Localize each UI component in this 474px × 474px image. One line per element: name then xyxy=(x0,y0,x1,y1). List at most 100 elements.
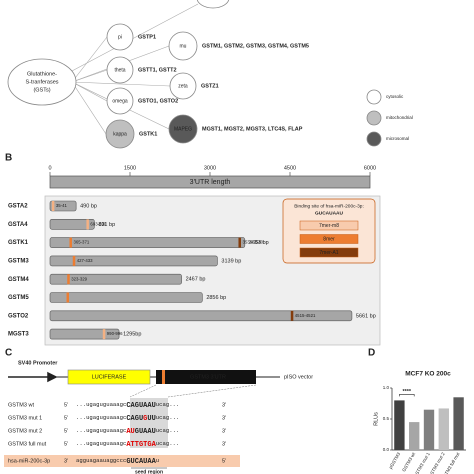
chart-title: MCF7 KO 200c xyxy=(405,371,451,378)
panel-label: B xyxy=(5,153,12,164)
class-circle xyxy=(106,87,134,115)
class-circle xyxy=(168,114,198,144)
sequence-part: G xyxy=(143,415,147,423)
sequence-part: ...ugaguguaaagc xyxy=(76,427,126,434)
class-genes: MGST1, MGST2, MGST3, LTC4S, FLAP xyxy=(202,126,303,132)
binding-site xyxy=(67,274,70,285)
utr-bar xyxy=(49,200,77,212)
legend-swatch xyxy=(366,110,382,126)
class-circle xyxy=(105,119,135,149)
binding-site xyxy=(238,237,241,248)
binding-site xyxy=(51,201,55,211)
class-circle xyxy=(106,56,134,84)
legend-swatch xyxy=(366,131,382,147)
sequence-part: CAGU xyxy=(126,415,143,423)
luciferase-label: LUCIFERASE xyxy=(92,374,127,380)
strand-end: 5' xyxy=(222,458,226,464)
sequence-part: ATTGTGA xyxy=(126,441,156,449)
y-axis-label: RLUs xyxy=(373,412,379,426)
gene-name: GSTM5 xyxy=(8,295,29,301)
promoter-label: SV40 Promoter xyxy=(18,360,58,366)
utr-length-label: 5661 bp xyxy=(356,313,376,319)
sequence-name: GSTM3 mut 1 xyxy=(8,415,42,421)
gene-name: GSTO2 xyxy=(8,313,29,319)
strand-end: 5' xyxy=(64,402,68,408)
sequence-part: UU xyxy=(147,415,155,423)
utr-length-label: 831 bp xyxy=(98,222,115,228)
gene-name: GSTA4 xyxy=(8,222,28,228)
tree-line xyxy=(71,81,171,87)
sequence-name: hsa-miR-200c-3p xyxy=(8,458,50,464)
class-name: pi xyxy=(118,34,122,40)
binding-site xyxy=(290,310,294,321)
legend-label: 7mer-A1 xyxy=(319,250,338,256)
panel-label: C xyxy=(5,348,12,359)
class-genes: GSTP1 xyxy=(138,34,156,40)
strand-end: 3' xyxy=(64,458,68,464)
utr-label: GSTM3 3'UTR xyxy=(190,374,226,380)
axis-label: 3'UTR length xyxy=(190,179,231,186)
strand-end: 3' xyxy=(222,428,226,434)
class-name: MAPEG xyxy=(174,126,192,132)
utr-length-label: 3139 bp xyxy=(221,258,241,264)
tick-label: 1500 xyxy=(124,165,136,171)
legend-swatch xyxy=(299,247,359,258)
utr-box xyxy=(156,370,256,384)
sequence: ...ugaguguaaagcCAGUGUUucag... xyxy=(76,414,179,422)
binding-site-label: 427-433 xyxy=(77,258,93,263)
significance-bracket xyxy=(399,394,415,397)
x-tick-label: GSTM3 wt xyxy=(401,451,416,473)
legend-swatch xyxy=(366,89,382,105)
binding-site xyxy=(66,292,70,303)
sequence-part: ...ugaguguaaagc xyxy=(76,414,126,421)
strand-end: 5' xyxy=(64,428,68,434)
legend-label: cytosolic xyxy=(386,94,404,99)
utr-bar xyxy=(49,292,203,303)
legend-label: 8mer xyxy=(323,236,335,242)
binding-site xyxy=(69,237,72,248)
y-tick-label: 0.5 xyxy=(383,416,390,421)
legend-label: microsomal xyxy=(386,136,409,141)
legend-label: mitochondrial xyxy=(386,115,413,120)
promoter-arrow xyxy=(8,371,58,383)
class-genes: GSTT1, GSTT2 xyxy=(138,67,177,73)
class-name: kappa xyxy=(113,131,127,137)
utr-bar xyxy=(49,255,218,267)
utr-site xyxy=(162,370,165,384)
vector-label: pISO vector xyxy=(284,374,313,380)
strand-end: 5' xyxy=(64,415,68,421)
binding-site-label: 365-371 xyxy=(73,240,89,245)
binding-site-label: 990-996 xyxy=(107,331,123,336)
utr-bar xyxy=(49,310,353,322)
mirna-background xyxy=(4,455,240,467)
binding-site xyxy=(102,329,106,340)
tree-line xyxy=(69,3,199,73)
sequence-part: GUAAU xyxy=(135,428,156,436)
sequence: ...ugaguguaaagcAUGUAAUucag... xyxy=(76,427,179,435)
gene-name: GSTM4 xyxy=(8,277,29,283)
utr-bar xyxy=(49,328,120,340)
class-circle-partial xyxy=(196,0,230,9)
binding-site-label: 323-329 xyxy=(71,276,87,281)
gene-name: MGST3 xyxy=(8,332,29,338)
class-circle xyxy=(169,72,197,100)
tick-label: 4500 xyxy=(284,165,296,171)
sequence-part: GUCAUAA xyxy=(126,458,156,466)
tree-line xyxy=(71,81,108,102)
sequence: ...ugaguguaaagcATTGTGAucag... xyxy=(76,440,179,448)
bar xyxy=(394,400,405,450)
sequence-part: ucag... xyxy=(156,440,180,447)
sequence-name: GSTM3 mut 2 xyxy=(8,428,42,434)
significance-label: **** xyxy=(403,389,412,395)
legend-box xyxy=(282,198,376,264)
sequence-part: ...ugaguguaaagc xyxy=(76,440,126,447)
strand-end: 3' xyxy=(222,441,226,447)
binding-site-label: 3534-3540 xyxy=(242,240,263,245)
site-highlight xyxy=(130,398,168,448)
y-tick-label: 0.0 xyxy=(383,447,390,452)
sequence-name: GSTM3 full mut xyxy=(8,441,47,447)
binding-site-label: 683-690 xyxy=(90,221,106,226)
utr-length-label: 2856 bp xyxy=(206,295,226,301)
strand-end: 3' xyxy=(222,402,226,408)
